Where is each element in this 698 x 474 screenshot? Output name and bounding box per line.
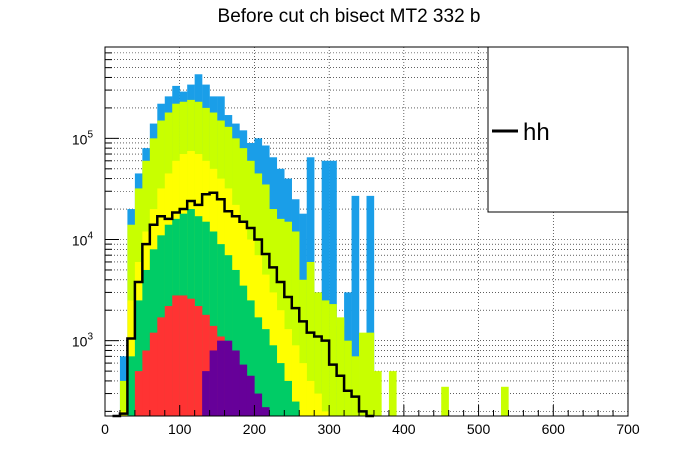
stack-fills bbox=[119, 74, 509, 417]
bar-lime bbox=[119, 380, 128, 416]
x-tick-label: 200 bbox=[243, 421, 267, 437]
series-line-hh bbox=[112, 191, 374, 418]
bar-lime bbox=[344, 340, 352, 416]
bar-red bbox=[157, 317, 165, 416]
bar-purple bbox=[246, 375, 255, 416]
bar-lime bbox=[314, 292, 322, 416]
bar-lime bbox=[359, 332, 367, 416]
bar-yellow bbox=[321, 411, 330, 416]
bar-yellow bbox=[306, 380, 315, 416]
legend: hh bbox=[487, 46, 629, 213]
y-tick-label: 104 bbox=[72, 231, 94, 249]
bar-green bbox=[276, 363, 285, 416]
bar-purple bbox=[261, 407, 270, 416]
bar-lime bbox=[500, 386, 509, 416]
bar-red bbox=[202, 314, 210, 416]
bar-red bbox=[142, 350, 151, 416]
x-tick-label: 100 bbox=[168, 421, 192, 437]
bar-lime bbox=[306, 261, 315, 416]
bar-blue bbox=[329, 160, 337, 416]
bar-red bbox=[187, 298, 195, 416]
bar-purple bbox=[209, 350, 218, 416]
plot-frame bbox=[104, 46, 629, 417]
x-tick-label: 400 bbox=[392, 421, 416, 437]
y-tick-label: 105 bbox=[72, 129, 94, 147]
chart-title: Before cut ch bisect MT2 332 b bbox=[217, 6, 481, 27]
bar-yellow bbox=[299, 363, 307, 416]
bar-purple bbox=[239, 364, 248, 416]
y-tick-label: 103 bbox=[72, 332, 94, 350]
bar-green bbox=[127, 356, 136, 416]
bar-red bbox=[194, 306, 203, 416]
bar-red bbox=[134, 371, 143, 416]
bar-lime bbox=[299, 279, 307, 416]
x-tick-label: 500 bbox=[467, 421, 491, 437]
bar-green bbox=[142, 269, 151, 416]
bar-blue bbox=[321, 160, 330, 416]
bar-red bbox=[172, 295, 180, 416]
bar-blue bbox=[351, 195, 360, 416]
bar-purple bbox=[232, 350, 240, 416]
bar-lime bbox=[388, 371, 397, 416]
bar-lime bbox=[291, 231, 300, 416]
bar-green bbox=[291, 401, 300, 416]
x-tick-label: 700 bbox=[616, 421, 640, 437]
bar-green bbox=[134, 300, 143, 416]
bar-green bbox=[284, 380, 292, 416]
x-tick-label: 300 bbox=[317, 421, 341, 437]
bar-lime bbox=[366, 332, 375, 416]
bar-yellow bbox=[314, 393, 322, 416]
bar-red bbox=[164, 306, 173, 416]
bar-lime bbox=[441, 386, 449, 416]
bar-yellow bbox=[284, 329, 292, 416]
bar-green bbox=[269, 345, 278, 416]
bar-purple bbox=[217, 340, 225, 416]
axes: 0 100 200 300 400 500 600 700 103 104 105 bbox=[72, 46, 640, 437]
bar-purple bbox=[254, 393, 263, 416]
bar-red bbox=[149, 332, 158, 416]
bar-yellow bbox=[291, 345, 300, 416]
bar-blue bbox=[366, 195, 375, 416]
bar-lime bbox=[321, 300, 330, 416]
bar-purple bbox=[224, 340, 233, 416]
legend-label-hh: hh bbox=[523, 119, 550, 146]
bar-purple bbox=[202, 371, 210, 416]
bar-green bbox=[224, 255, 233, 416]
bar-green bbox=[254, 317, 263, 416]
bar-lime bbox=[284, 221, 292, 416]
x-tick-label: 600 bbox=[542, 421, 566, 437]
bar-green bbox=[261, 329, 270, 416]
bar-red bbox=[179, 295, 188, 416]
bar-lime bbox=[329, 304, 337, 416]
bar-lime bbox=[351, 356, 360, 416]
x-tick-label: 0 bbox=[101, 421, 109, 437]
bar-green bbox=[209, 231, 218, 416]
bar-lime bbox=[373, 371, 382, 416]
bar-lime bbox=[336, 317, 345, 416]
bar-green bbox=[217, 244, 225, 416]
bar-green bbox=[232, 269, 240, 416]
bar-green bbox=[246, 300, 255, 416]
bar-green bbox=[239, 285, 248, 416]
hh-line bbox=[112, 191, 374, 418]
